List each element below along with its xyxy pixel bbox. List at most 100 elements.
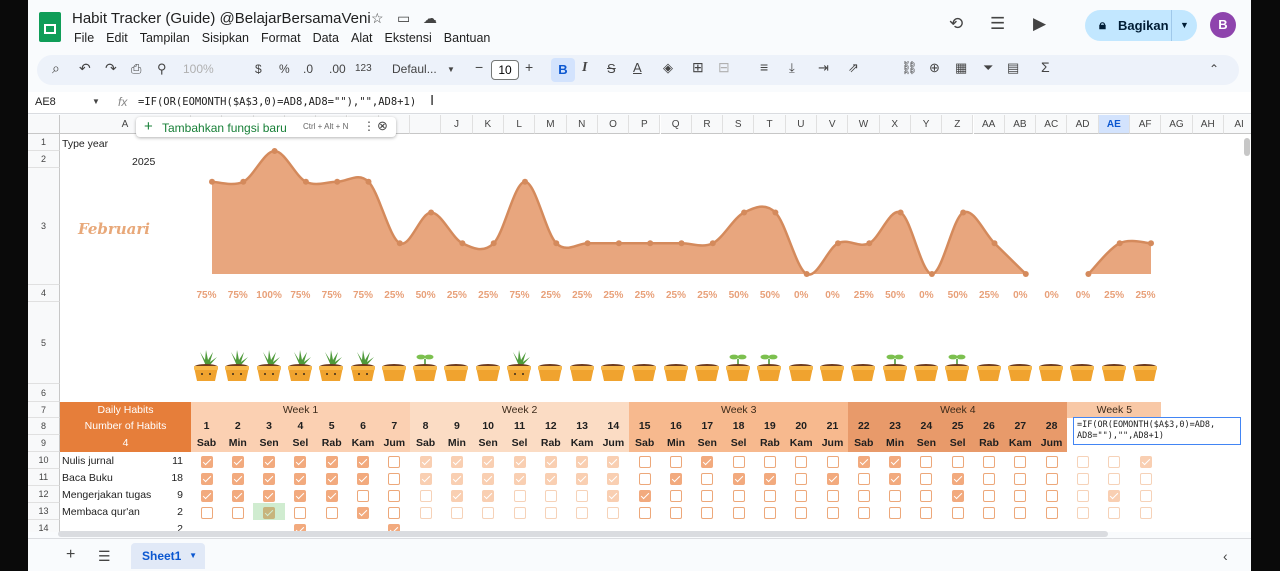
habit-checkbox[interactable] (607, 490, 620, 502)
sheet-tab[interactable]: Sheet1 ▼ (131, 543, 205, 569)
date-cell[interactable]: 24 (920, 420, 933, 432)
habit-checkbox[interactable] (1045, 456, 1058, 468)
font-select[interactable]: Defaul... (392, 62, 437, 76)
habit-checkbox[interactable] (482, 456, 495, 468)
habit-name[interactable]: Membaca qur'an (62, 506, 140, 518)
column-header[interactable]: AC (1036, 115, 1068, 134)
habit-checkbox[interactable] (200, 490, 213, 502)
vertical-align-icon[interactable]: ⤓ (789, 60, 795, 75)
habit-checkbox[interactable] (544, 490, 557, 502)
column-header[interactable]: AB (1004, 115, 1037, 134)
meet-icon[interactable]: ▶ (1033, 14, 1047, 33)
date-cell[interactable]: 8 (422, 420, 429, 432)
row-header[interactable]: 14 (28, 520, 60, 532)
habit-checkbox[interactable] (951, 490, 964, 502)
weekday-cell[interactable]: Sen (697, 437, 717, 449)
habit-checkbox[interactable] (983, 456, 995, 468)
habit-checkbox[interactable] (701, 507, 714, 519)
habit-checkbox[interactable] (857, 473, 870, 485)
redo-icon[interactable]: ↷ (105, 60, 117, 76)
habit-checkbox[interactable] (951, 456, 964, 468)
row-header[interactable]: 6 (28, 384, 60, 402)
column-header[interactable]: Y (910, 115, 943, 134)
habit-checkbox[interactable] (482, 473, 495, 485)
habit-checkbox[interactable] (576, 490, 589, 502)
weekday-cell[interactable]: Sab (854, 437, 874, 449)
weekday-cell[interactable]: Min (666, 437, 686, 449)
add-sheet-icon[interactable]: + (66, 546, 76, 563)
habit-checkbox[interactable] (419, 507, 432, 519)
habit-checkbox[interactable] (857, 456, 870, 468)
habit-checkbox[interactable] (920, 473, 933, 485)
habit-checkbox[interactable] (889, 507, 902, 519)
habit-checkbox[interactable] (638, 456, 651, 468)
habit-checkbox[interactable] (826, 473, 839, 485)
habit-checkbox[interactable] (357, 507, 369, 519)
name-box[interactable]: AE8 (35, 96, 56, 108)
date-cell[interactable]: 10 (482, 420, 495, 432)
sheets-logo-icon[interactable] (39, 12, 61, 42)
habit-checkbox[interactable] (357, 490, 369, 502)
date-cell[interactable]: 9 (453, 420, 460, 432)
star-icon[interactable]: ☆ (371, 10, 384, 26)
habit-name[interactable]: Mengerjakan tugas (62, 489, 152, 501)
date-cell[interactable]: 6 (360, 420, 366, 432)
weekday-cell[interactable]: Rab (759, 437, 780, 449)
habit-checkbox[interactable] (357, 473, 369, 485)
column-header[interactable]: P (629, 115, 661, 134)
habit-checkbox[interactable] (670, 456, 682, 468)
habit-checkbox[interactable] (607, 507, 620, 519)
document-title[interactable]: Habit Tracker (Guide) @BelajarBersamaVen… (72, 10, 371, 27)
weekday-cell[interactable]: Sel (511, 437, 528, 449)
date-cell[interactable]: 13 (576, 420, 588, 432)
row-header[interactable]: 5 (28, 302, 60, 384)
habit-checkbox[interactable] (544, 473, 557, 485)
habit-checkbox[interactable] (1139, 456, 1152, 468)
increase-decimal-button[interactable]: .00 (329, 62, 346, 76)
weekday-cell[interactable]: Jum (1040, 437, 1063, 449)
all-sheets-icon[interactable]: ☰ (98, 548, 111, 564)
row-header[interactable]: 13 (28, 503, 60, 520)
habit-checkbox[interactable] (1108, 490, 1121, 502)
column-header[interactable]: AI (1223, 115, 1251, 134)
habit-checkbox[interactable] (638, 490, 651, 502)
text-rotation-icon[interactable]: ⇗ (848, 60, 859, 75)
column-header[interactable]: U (785, 115, 817, 134)
column-header[interactable]: T (754, 115, 786, 134)
habit-checkbox[interactable] (889, 473, 902, 485)
habit-checkbox[interactable] (951, 473, 964, 485)
column-header[interactable]: S (723, 115, 755, 134)
habit-checkbox[interactable] (607, 473, 620, 485)
column-header[interactable]: AE (1098, 115, 1130, 134)
habit-checkbox[interactable] (701, 473, 714, 485)
column-header[interactable]: AF (1130, 115, 1162, 134)
habit-checkbox[interactable] (826, 507, 839, 519)
weekday-cell[interactable]: Sab (415, 437, 436, 449)
column-header[interactable]: O (597, 115, 630, 134)
date-cell[interactable]: 28 (1045, 420, 1058, 432)
progress-area-chart[interactable] (198, 137, 1158, 277)
text-wrapping-icon[interactable]: ⇥ (818, 60, 829, 75)
undo-icon[interactable]: ↶ (79, 60, 91, 76)
date-cell[interactable]: 18 (732, 420, 745, 432)
insert-chart-icon[interactable]: ▦ (955, 60, 968, 75)
menu-format[interactable]: Format (260, 31, 301, 45)
italic-button[interactable]: I (582, 60, 588, 75)
habit-checkbox[interactable] (857, 490, 870, 502)
explore-collapse-icon[interactable]: ‹ (1223, 548, 1228, 564)
row-header[interactable]: 10 (28, 452, 60, 469)
habit-checkbox[interactable] (1139, 473, 1152, 485)
column-header[interactable]: AA (973, 115, 1005, 134)
increase-font-icon[interactable]: + (525, 59, 534, 75)
habit-checkbox[interactable] (670, 490, 682, 502)
filter-icon[interactable]: ⏷ (983, 60, 994, 75)
horizontal-align-icon[interactable]: ≡ (760, 59, 769, 75)
habit-checkbox[interactable] (795, 473, 808, 485)
menu-help[interactable]: Bantuan (443, 31, 491, 45)
habit-checkbox[interactable] (325, 456, 338, 468)
column-header[interactable]: AH (1192, 115, 1224, 134)
formula-input[interactable]: =IF(OR(EOMONTH($A$3,0)=AD8,AD8=""),"",AD… (138, 96, 417, 108)
habit-checkbox[interactable] (1014, 473, 1027, 485)
date-cell[interactable]: 7 (391, 420, 398, 432)
date-cell[interactable]: 26 (983, 420, 995, 432)
